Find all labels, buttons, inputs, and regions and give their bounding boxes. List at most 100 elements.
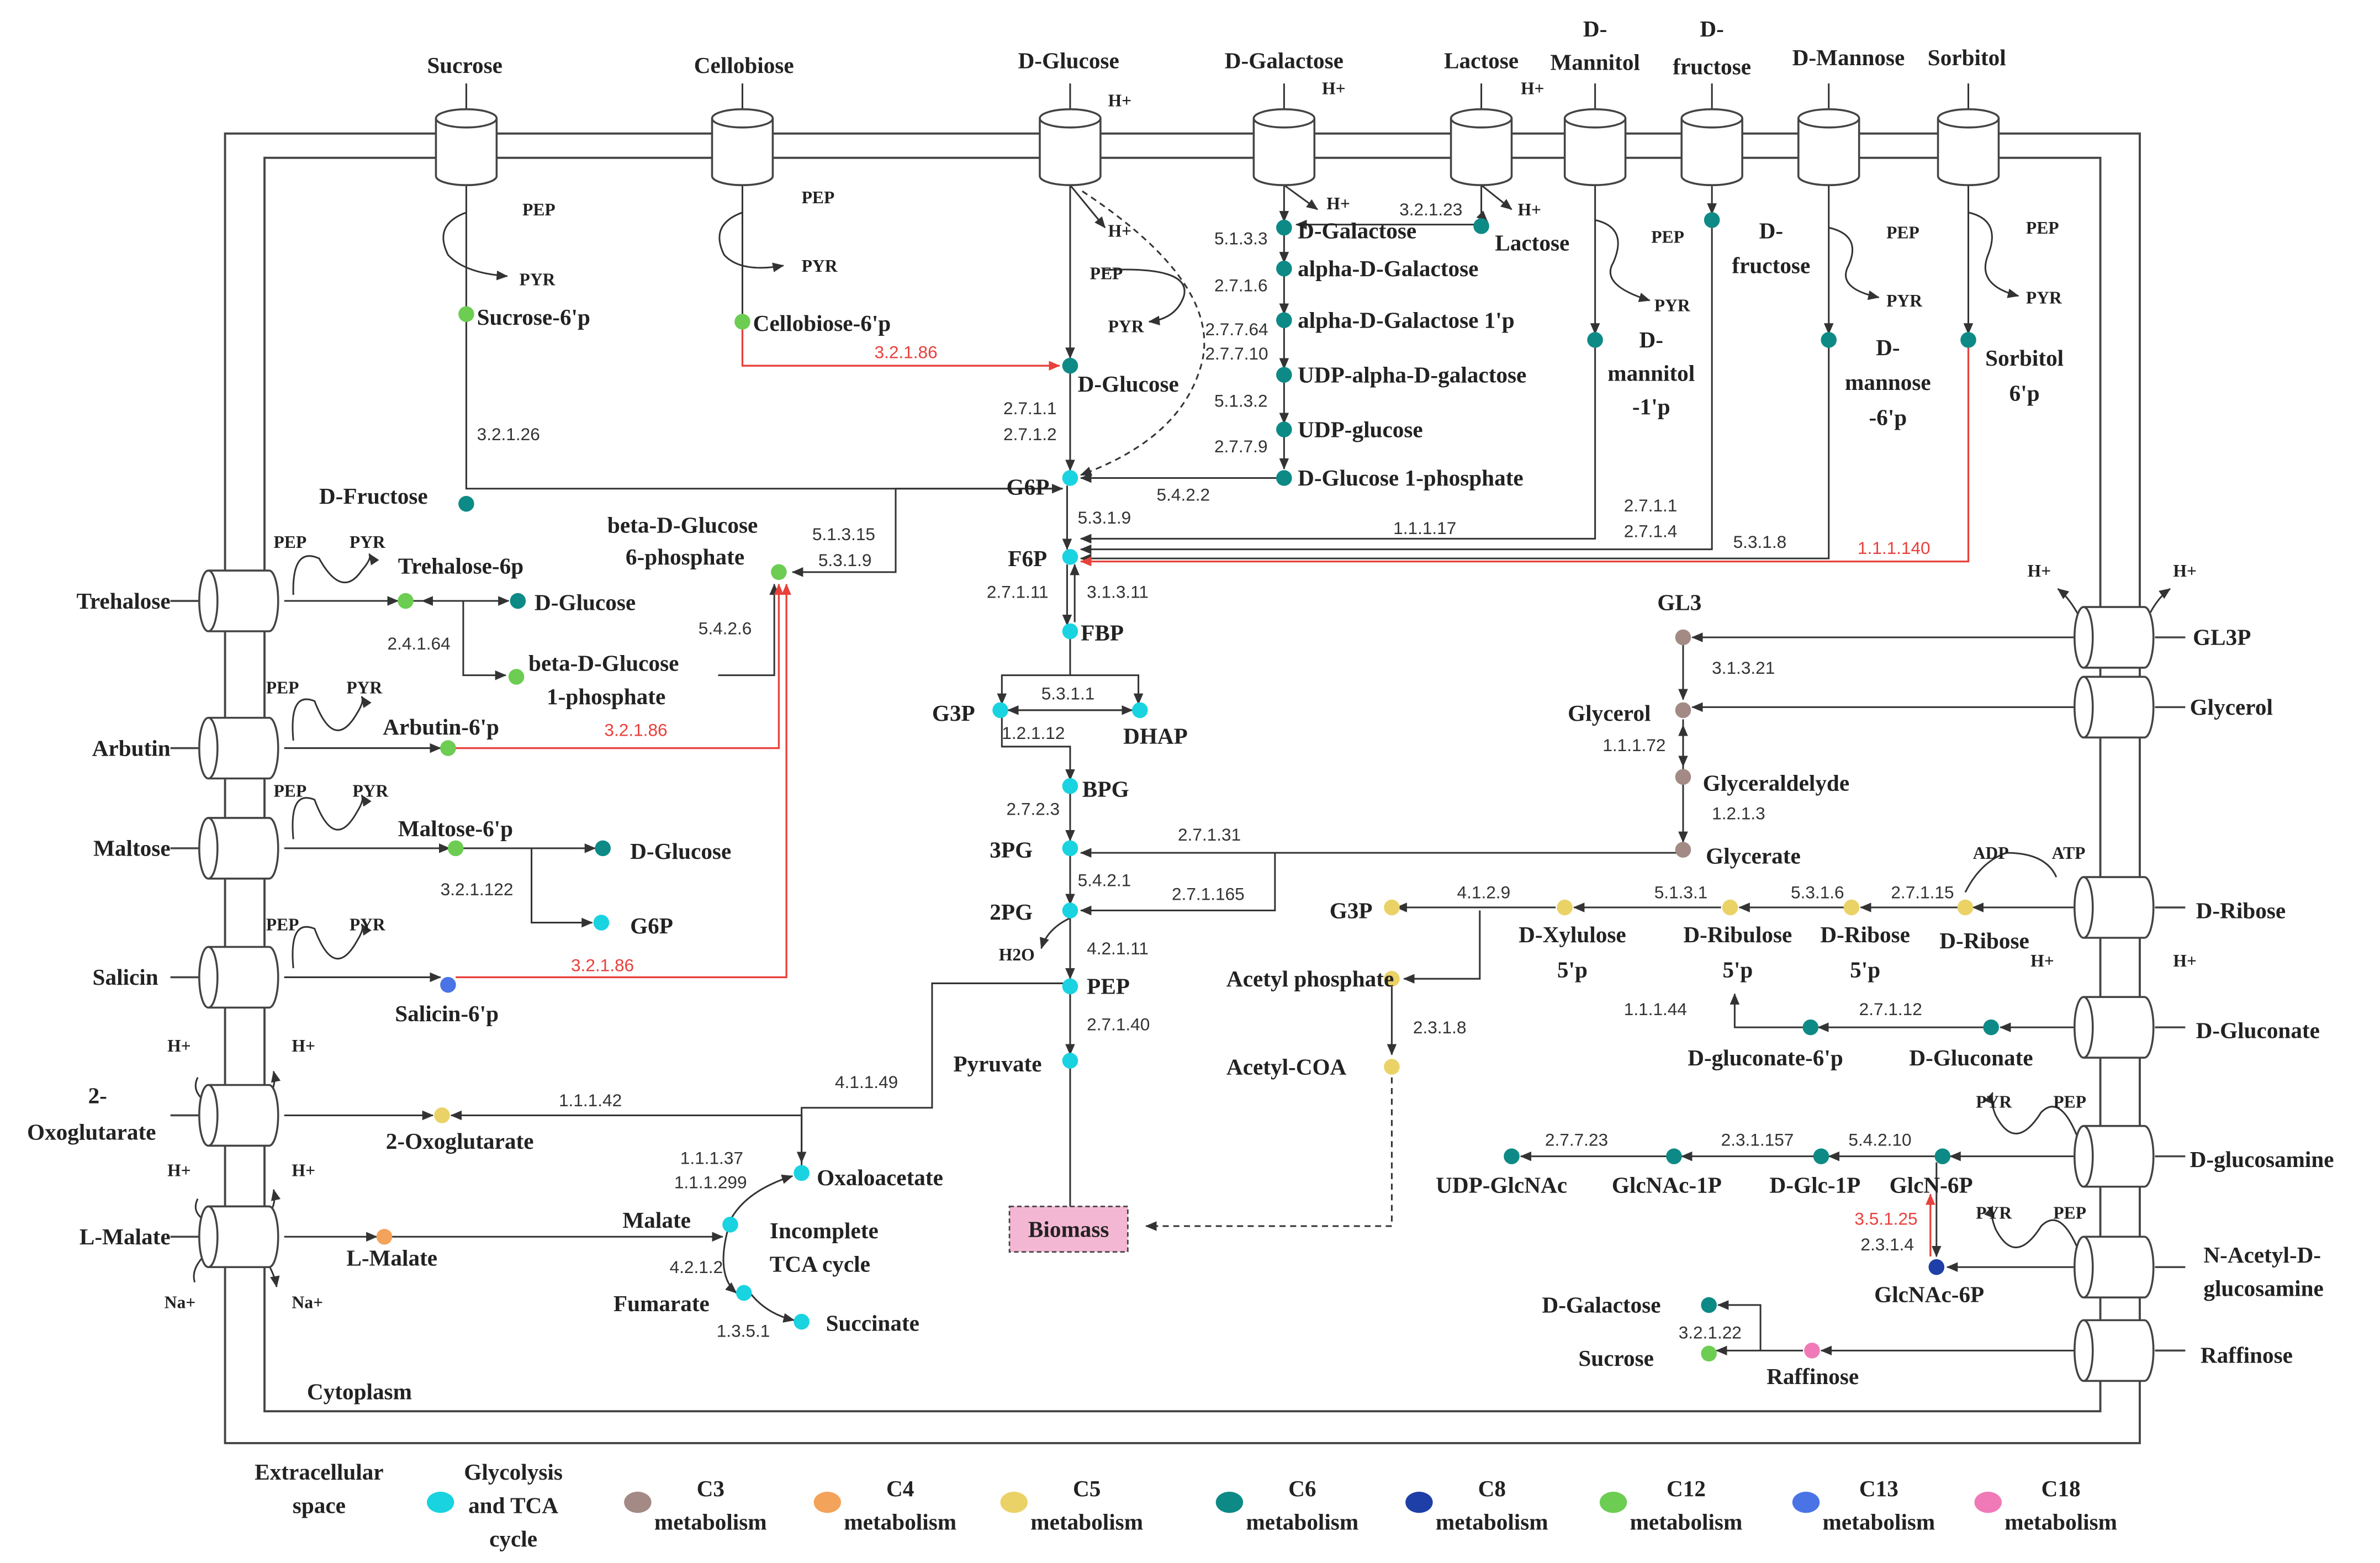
- label-cellobiose: Cellobiose: [694, 52, 794, 78]
- side-transporter-group: [170, 569, 2186, 1382]
- hplus-galactose-top: H+: [1322, 78, 1346, 98]
- top-transporter-8: [1937, 108, 2000, 186]
- dot-f6p: [1062, 549, 1078, 565]
- dot-arbutin-6p: [440, 740, 456, 756]
- ec-3-2-1-22: 3.2.1.22: [1679, 1322, 1742, 1342]
- ec-3-5-1-25: 3.5.1.25: [1854, 1208, 1917, 1228]
- label-l-malate: L-Malate: [346, 1245, 437, 1270]
- legend-label: metabolism: [1030, 1509, 1143, 1535]
- dot-oxaloacetate: [794, 1165, 810, 1181]
- ec-2-7-1-15: 2.7.1.15: [1891, 883, 1954, 902]
- legend-item-2: C4 metabolism: [813, 1476, 956, 1535]
- ec-5-4-2-6: 5.4.2.6: [699, 618, 752, 638]
- ec-4-1-1-49: 4.1.1.49: [835, 1072, 898, 1092]
- pyr-glucosamine: PYR: [1976, 1092, 2012, 1112]
- ec-5-3-1-9: 5.3.1.9: [1078, 508, 1131, 527]
- label-fructose-top-2: fructose: [1673, 54, 1751, 80]
- hplus-lactose-top: H+: [1521, 78, 1545, 98]
- label-beta-glucose-6p-1: beta-D-Glucose: [607, 512, 758, 537]
- legend-swatch: [1215, 1491, 1244, 1513]
- label-maltose-left: Maltose: [93, 836, 171, 861]
- label-acetyl-coa: Acetyl-COA: [1226, 1054, 1347, 1079]
- legend-swatch: [1599, 1491, 1627, 1513]
- dot-d-ribose: [1957, 899, 1974, 916]
- dot-xylulose-5p: [1557, 899, 1573, 916]
- legend-label: Glycolysis: [464, 1459, 563, 1485]
- hplus-malate-out: H+: [167, 1160, 191, 1180]
- ec-5-1-3-3: 5.1.3.3: [1214, 228, 1268, 248]
- na-malate-out: Na+: [165, 1292, 196, 1312]
- label-d-glucose-top: D-Glucose: [1018, 48, 1119, 73]
- cofactor-labels: PEP PYR PEP PYR H+ H+ PEP PYR H+ H+ H+ H…: [165, 78, 2197, 1312]
- label-n-acetyl-right-2: glucosamine: [2203, 1275, 2323, 1301]
- legend-label: metabolism: [844, 1509, 956, 1535]
- ec-3-2-1-86-arbutin: 3.2.1.86: [604, 720, 667, 740]
- legend-item-0: Glycolysis and TCA cycle: [426, 1459, 563, 1551]
- ec-2-7-7-10: 2.7.7.10: [1205, 344, 1268, 363]
- left-transporter-3: [198, 946, 279, 1009]
- hplus-gluconate-right: H+: [2173, 951, 2197, 970]
- legend-item-5: C8 metabolism: [1405, 1476, 1548, 1535]
- legend-item-4: C6 metabolism: [1215, 1476, 1358, 1535]
- label-salicin-6p: Salicin-6'p: [395, 1001, 499, 1026]
- top-transporter-7: [1797, 108, 1860, 186]
- ec-2-7-7-9: 2.7.7.9: [1214, 436, 1268, 456]
- label-tca-2: TCA cycle: [770, 1251, 870, 1276]
- legend-label: C3: [697, 1476, 724, 1501]
- dot-succinate: [794, 1313, 810, 1330]
- pyr-sorbitol: PYR: [2026, 288, 2062, 308]
- legend-swatch: [426, 1491, 454, 1513]
- dot-d-gluconate: [1983, 1019, 2000, 1036]
- red-reaction-lines: [456, 328, 1970, 1256]
- ec-2-7-1-40: 2.7.1.40: [1087, 1015, 1150, 1034]
- legend-label: metabolism: [1823, 1509, 1935, 1535]
- label-dhap: DHAP: [1123, 723, 1188, 748]
- transporter-labels: Sucrose Cellobiose D-Glucose D-Galactose…: [27, 16, 2334, 1367]
- legend-swatch: [1974, 1491, 2002, 1513]
- legend-label: metabolism: [1436, 1509, 1548, 1535]
- ec-3-2-1-122: 3.2.1.122: [441, 879, 514, 899]
- legend-swatch: [813, 1491, 842, 1513]
- pep-glucosamine: PEP: [2053, 1092, 2086, 1112]
- label-mannitol-1p-3: -1'p: [1632, 394, 1670, 419]
- pep-mannitol: PEP: [1651, 228, 1684, 247]
- ec-1-2-1-3: 1.2.1.3: [1712, 804, 1765, 823]
- legend-label: C18: [2041, 1476, 2081, 1501]
- dot-cellobiose-6p: [734, 314, 750, 330]
- metabolite-dots: [376, 212, 2000, 1362]
- legend-items: Glycolysis and TCA cycle C3 metabolism C4 meta…: [426, 1459, 2117, 1551]
- legend-extracellular-1: Extracellular: [255, 1459, 383, 1485]
- left-transporter-5: [198, 1205, 279, 1269]
- pyr-nacetyl: PYR: [1976, 1203, 2012, 1222]
- pep-salicin: PEP: [266, 915, 299, 934]
- label-alpha-galactose: alpha-D-Galactose: [1298, 256, 1478, 281]
- label-beta-glucose-1p-1: beta-D-Glucose: [528, 650, 679, 675]
- legend-item-6: C12 metabolism: [1599, 1476, 1742, 1535]
- ec-2-4-1-64: 2.4.1.64: [388, 633, 451, 653]
- label-mannitol-top-2: Mannitol: [1550, 49, 1640, 75]
- ec-4-2-1-2: 4.2.1.2: [670, 1257, 723, 1277]
- ec-2-7-1-31: 2.7.1.31: [1178, 825, 1241, 844]
- dot-acetyl-phosphate: [1384, 970, 1400, 987]
- label-udp-glucose: UDP-glucose: [1298, 416, 1423, 442]
- label-d-glucose-maltose: D-Glucose: [630, 838, 731, 864]
- dot-fumarate: [736, 1285, 752, 1301]
- left-transporter-1: [198, 716, 279, 780]
- ec-2-3-1-4: 2.3.1.4: [1860, 1234, 1914, 1254]
- label-sucrose-raff: Sucrose: [1578, 1345, 1654, 1371]
- label-gl3p-right: GL3P: [2193, 625, 2251, 650]
- label-glycerol-inner: Glycerol: [1568, 700, 1651, 726]
- dot-glc-1p: [1813, 1148, 1829, 1164]
- label-fbp: FBP: [1081, 620, 1124, 645]
- ec-3-2-1-86-cellobiose: 3.2.1.86: [875, 342, 938, 362]
- right-transporter-5: [2074, 1235, 2155, 1298]
- label-fructose-top-1: D-: [1700, 16, 1723, 41]
- dot-sorbitol-6p: [1960, 332, 1976, 348]
- pep-glucose: PEP: [1090, 264, 1123, 283]
- label-ribulose-5p-2: 5'p: [1722, 957, 1753, 982]
- pyr-cellobiose: PYR: [802, 256, 838, 276]
- pyr-mannose: PYR: [1886, 291, 1923, 310]
- dot-g3p: [992, 702, 1008, 719]
- label-acetyl-phosphate: Acetyl phosphate: [1226, 966, 1394, 991]
- legend-label: and TCA: [468, 1492, 558, 1518]
